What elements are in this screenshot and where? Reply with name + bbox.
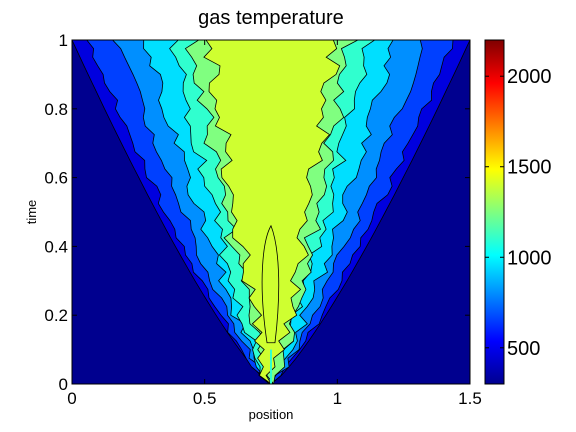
y-tick-label: 0.4 xyxy=(44,237,68,256)
x-tick-label: 0 xyxy=(67,389,76,408)
y-axis-label: time xyxy=(24,200,39,225)
y-tick-label: 0.2 xyxy=(44,306,68,325)
contour-bands xyxy=(72,40,470,384)
x-tick-label: 1.5 xyxy=(458,389,482,408)
chart-title: gas temperature xyxy=(198,7,344,29)
y-axis: 0 0.2 0.4 0.6 0.8 1 xyxy=(44,31,470,394)
contour-band-1250 xyxy=(203,40,341,384)
colorbar: 500 1000 1500 2000 xyxy=(484,39,552,385)
y-tick-label: 1 xyxy=(59,31,68,50)
x-tick-label: 1 xyxy=(333,389,342,408)
y-tick-label: 0 xyxy=(59,375,68,394)
colorbar-tick-label: 500 xyxy=(507,338,540,360)
contour-band-1400 xyxy=(261,224,280,344)
y-tick-label: 0.8 xyxy=(44,100,68,119)
plot-frame xyxy=(71,39,471,385)
y-tick-label: 0.6 xyxy=(44,169,68,188)
colorbar-gradient xyxy=(484,39,505,385)
colorbar-tick-label: 1500 xyxy=(507,157,552,179)
colorbar-tick-label: 1000 xyxy=(507,247,552,269)
x-axis-label: position xyxy=(249,407,294,422)
plot-area xyxy=(71,39,471,385)
x-axis: 0 0.5 1 1.5 xyxy=(67,40,482,408)
colorbar-tick-label: 2000 xyxy=(507,66,552,88)
x-tick-label: 0.5 xyxy=(193,389,217,408)
colorbar-ticks: 500 1000 1500 2000 xyxy=(485,66,552,360)
